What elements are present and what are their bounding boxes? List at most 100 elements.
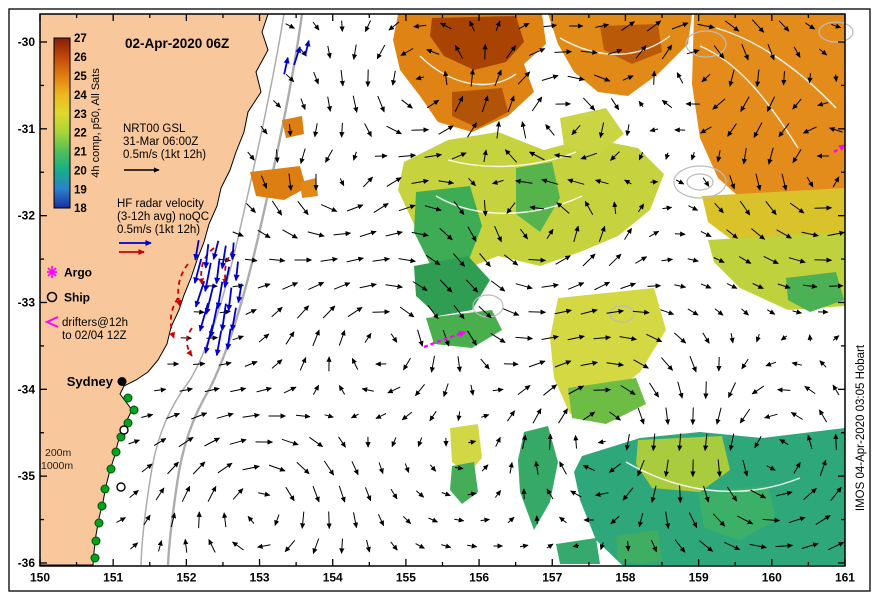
current-vector xyxy=(594,281,611,291)
current-vector xyxy=(453,253,465,267)
current-vector xyxy=(441,491,451,497)
current-vector xyxy=(554,360,572,368)
current-vector xyxy=(767,147,774,165)
current-vector xyxy=(661,44,673,60)
current-vector xyxy=(375,413,387,419)
current-vector xyxy=(764,413,778,419)
current-vector xyxy=(688,205,699,211)
current-vector xyxy=(415,543,425,549)
current-vector xyxy=(426,99,440,109)
current-vector xyxy=(807,334,813,342)
current-vector xyxy=(521,434,527,450)
current-vector xyxy=(686,49,700,55)
current-vector xyxy=(232,541,244,551)
current-vector xyxy=(724,541,741,551)
current-vector xyxy=(258,333,270,343)
current-vector xyxy=(582,253,596,267)
current-vector xyxy=(141,463,153,473)
current-vector xyxy=(244,257,258,263)
current-vector xyxy=(518,22,530,30)
sst-patch xyxy=(450,424,482,474)
current-vector xyxy=(593,335,612,341)
current-vector xyxy=(468,439,477,445)
current-vector xyxy=(793,461,801,474)
current-vector xyxy=(157,540,163,552)
nrt-gsl-vector xyxy=(175,263,189,307)
current-vector xyxy=(741,43,749,61)
sst-contour-line xyxy=(419,55,517,86)
current-vector xyxy=(363,176,374,188)
current-vector xyxy=(651,540,657,553)
current-vector xyxy=(804,385,816,395)
current-vector xyxy=(155,487,165,501)
sst-patch xyxy=(250,166,306,200)
current-vector xyxy=(413,23,427,29)
current-vector xyxy=(364,20,372,33)
sst-patch xyxy=(560,108,624,156)
current-vector xyxy=(141,413,154,419)
ship-track-dot xyxy=(106,464,116,474)
current-vector xyxy=(465,279,479,293)
current-vector xyxy=(702,177,710,187)
current-vector xyxy=(508,461,514,474)
x-tick-label: 152 xyxy=(176,571,196,585)
current-vector xyxy=(451,152,467,160)
ship-track-dot xyxy=(111,447,121,457)
y-tick-label: -35 xyxy=(18,469,36,483)
x-tick-label: 158 xyxy=(615,571,635,585)
nrt-annotation-line1: NRT00 GSL xyxy=(123,123,186,135)
current-vector xyxy=(635,256,648,264)
current-vector xyxy=(453,201,465,216)
y-tick-label: -34 xyxy=(18,382,36,396)
current-vector xyxy=(398,153,417,159)
drifters-legend-line2: to 02/04 12Z xyxy=(62,330,127,342)
current-vector xyxy=(661,357,673,371)
current-vector xyxy=(580,360,598,367)
current-vector xyxy=(257,229,271,239)
current-vector xyxy=(257,283,271,289)
sst-patch xyxy=(452,88,508,128)
current-vector xyxy=(729,333,735,344)
altimetry-contours xyxy=(472,21,854,323)
current-vector xyxy=(400,48,414,56)
current-vector xyxy=(781,71,787,86)
current-vector xyxy=(179,387,193,393)
argo-legend-label: Argo xyxy=(64,266,92,280)
ship-track-dot xyxy=(129,405,139,415)
current-vector xyxy=(528,360,546,368)
current-vector xyxy=(572,543,580,549)
current-vector xyxy=(806,434,813,449)
current-vector xyxy=(632,309,650,315)
x-tick-label: 159 xyxy=(689,571,709,585)
current-vector xyxy=(807,73,813,84)
current-vector xyxy=(767,44,775,61)
current-vector xyxy=(546,228,554,239)
current-vector xyxy=(663,459,670,477)
current-vector xyxy=(664,152,670,160)
current-vector xyxy=(716,459,722,478)
current-vector xyxy=(531,96,543,112)
current-vector xyxy=(612,201,618,215)
current-vector xyxy=(438,179,455,185)
current-vector xyxy=(285,23,295,29)
sst-layer xyxy=(250,14,845,565)
hf-radar-vector xyxy=(220,245,227,270)
current-vector xyxy=(624,433,631,451)
current-vector xyxy=(567,334,585,341)
current-vector xyxy=(244,361,258,367)
current-vector xyxy=(218,361,232,367)
current-vector xyxy=(507,516,515,524)
current-vector xyxy=(339,178,345,187)
x-tick-label: 161 xyxy=(835,571,855,585)
current-vector xyxy=(778,20,790,32)
sst-patch xyxy=(450,462,478,504)
current-vector xyxy=(403,357,411,371)
current-vector xyxy=(622,487,634,501)
current-vector xyxy=(661,99,673,109)
current-vector xyxy=(271,359,283,369)
sst-patch xyxy=(414,186,482,268)
hf-radar-vector xyxy=(229,242,236,261)
altimetry-contour xyxy=(609,305,635,323)
